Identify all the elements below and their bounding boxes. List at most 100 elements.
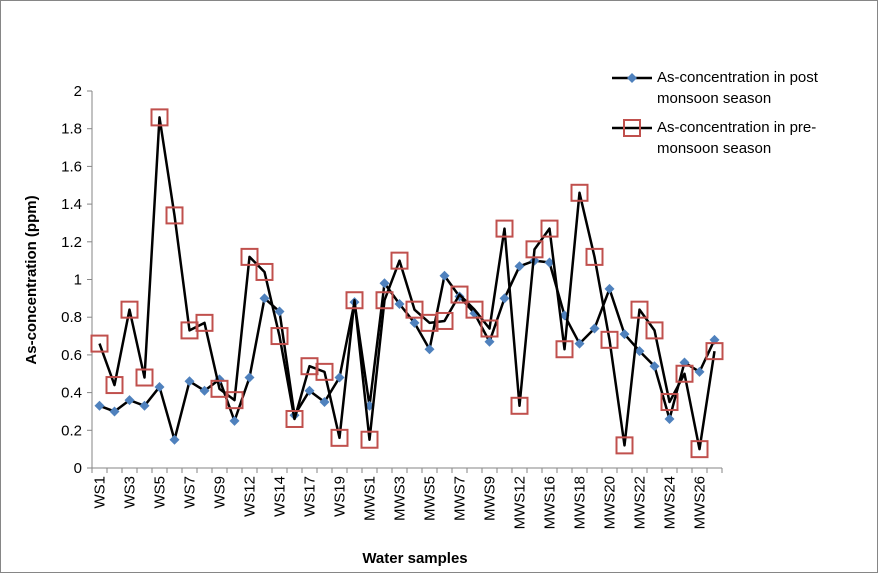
point xyxy=(615,436,634,455)
y-tick-label: 1.2 xyxy=(61,234,82,251)
point xyxy=(199,385,210,396)
legend-label: As-concentration in post monsoon season xyxy=(657,69,818,107)
x-axis-title: Water samples xyxy=(362,550,467,567)
x-tick-label: MWS26 xyxy=(692,476,709,529)
point xyxy=(375,291,394,310)
point xyxy=(345,291,364,310)
x-tick-label: WS9 xyxy=(212,476,229,509)
point xyxy=(675,364,694,383)
point xyxy=(270,327,289,346)
point xyxy=(304,385,315,396)
point xyxy=(484,336,495,347)
legend-label: As-concentration in pre-monsoon season xyxy=(657,119,817,157)
y-tick-label: 1.8 xyxy=(61,121,82,138)
point xyxy=(285,409,304,428)
x-tick-label: MWS7 xyxy=(452,476,469,521)
point xyxy=(499,293,510,304)
x-tick-label: WS12 xyxy=(242,476,259,517)
point xyxy=(555,340,574,359)
x-tick-label: MWS18 xyxy=(572,476,589,529)
point xyxy=(94,400,105,411)
point xyxy=(315,362,334,381)
point xyxy=(623,119,641,137)
point xyxy=(135,368,154,387)
x-tick-label: WS5 xyxy=(152,476,169,509)
point xyxy=(660,393,679,412)
point xyxy=(424,344,435,355)
y-tick-label: 2 xyxy=(74,83,82,100)
x-tick-label: MWS3 xyxy=(392,476,409,521)
point xyxy=(240,247,259,266)
x-tick-label: WS19 xyxy=(332,476,349,517)
point xyxy=(627,73,637,83)
x-tick-label: MWS16 xyxy=(542,476,559,529)
point xyxy=(225,391,244,410)
point xyxy=(210,379,229,398)
point xyxy=(124,395,135,406)
point xyxy=(630,300,649,319)
point xyxy=(510,396,529,415)
point xyxy=(465,300,484,319)
point xyxy=(379,278,390,289)
y-tick-label: 1 xyxy=(74,272,82,289)
point xyxy=(450,285,469,304)
y-axis-title: As-concentration (ppm) xyxy=(23,195,40,364)
y-tick-label: 1.4 xyxy=(61,196,82,213)
y-tick-label: 1.6 xyxy=(61,158,82,175)
point xyxy=(274,306,285,317)
point xyxy=(634,346,645,357)
point xyxy=(229,415,240,426)
point xyxy=(480,319,499,338)
point xyxy=(705,342,724,361)
x-tick-label: WS17 xyxy=(302,476,319,517)
point xyxy=(570,183,589,202)
y-tick-label: 0 xyxy=(74,460,82,477)
point xyxy=(90,334,109,353)
point xyxy=(495,219,514,238)
point xyxy=(405,300,424,319)
point xyxy=(184,376,195,387)
y-tick-label: 0.8 xyxy=(61,309,82,326)
point xyxy=(439,270,450,281)
y-tick-label: 0.2 xyxy=(61,422,82,439)
point xyxy=(334,372,345,383)
series-line xyxy=(98,116,716,451)
point xyxy=(649,361,660,372)
point xyxy=(600,330,619,349)
y-tick-label: 0.6 xyxy=(61,347,82,364)
point xyxy=(165,206,184,225)
x-tick-label: WS7 xyxy=(182,476,199,509)
x-tick-label: MWS24 xyxy=(662,476,679,529)
point xyxy=(259,293,270,304)
x-tick-label: MWS22 xyxy=(632,476,649,529)
point xyxy=(195,313,214,332)
point xyxy=(694,366,705,377)
point xyxy=(394,299,405,310)
point xyxy=(390,251,409,270)
y-tick-label: 0.4 xyxy=(61,385,82,402)
x-tick-label: MWS12 xyxy=(512,476,529,529)
point xyxy=(360,430,379,449)
point xyxy=(105,376,124,395)
x-tick-label: WS14 xyxy=(272,476,289,517)
point xyxy=(244,372,255,383)
point xyxy=(619,329,630,340)
point xyxy=(330,428,349,447)
x-tick-label: MWS1 xyxy=(362,476,379,521)
point xyxy=(690,440,709,459)
point xyxy=(585,247,604,266)
point xyxy=(540,219,559,238)
point xyxy=(139,400,150,411)
point xyxy=(154,381,165,392)
x-tick-label: WS3 xyxy=(122,476,139,509)
x-tick-label: MWS5 xyxy=(422,476,439,521)
point xyxy=(664,413,675,424)
x-tick-label: MWS9 xyxy=(482,476,499,521)
point xyxy=(109,406,120,417)
point xyxy=(514,261,525,272)
point xyxy=(255,262,274,281)
point xyxy=(525,240,544,259)
